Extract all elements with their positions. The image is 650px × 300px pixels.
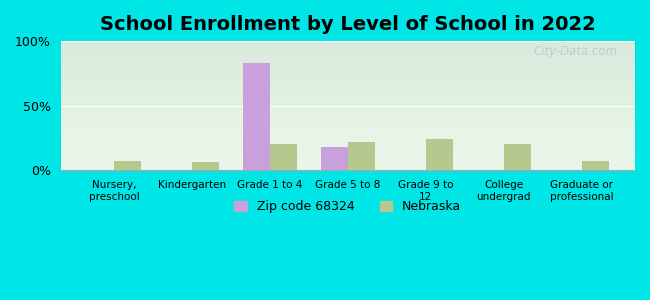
Bar	[270, 144, 297, 170]
Text: City-Data.com: City-Data.com	[534, 45, 618, 58]
Bar	[582, 161, 609, 170]
Title: School Enrollment by Level of School in 2022: School Enrollment by Level of School in …	[100, 15, 595, 34]
Bar	[192, 163, 219, 170]
Legend: Zip code 68324, Nebraska: Zip code 68324, Nebraska	[229, 195, 466, 218]
Bar	[242, 63, 270, 170]
Bar	[348, 142, 375, 170]
Bar	[504, 144, 531, 170]
Bar	[114, 161, 141, 170]
Bar	[426, 139, 453, 170]
Bar	[320, 147, 348, 170]
